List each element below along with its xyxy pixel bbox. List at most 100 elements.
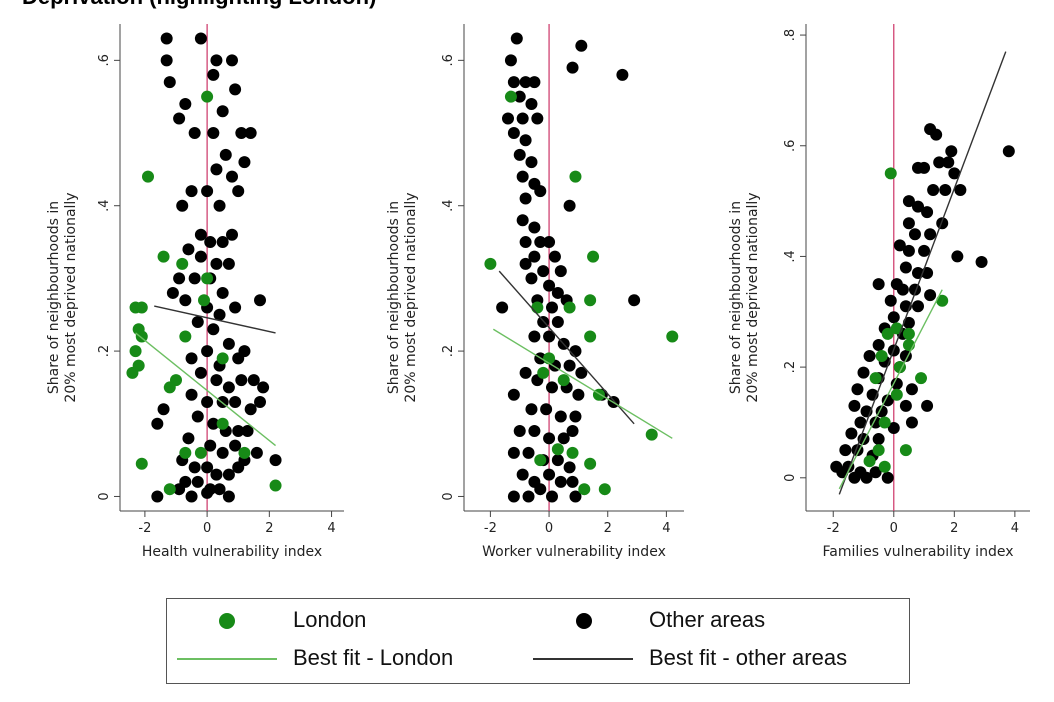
families-other-point bbox=[918, 244, 931, 257]
health-x-tick-label: 0 bbox=[203, 521, 211, 536]
health-other-point bbox=[235, 374, 248, 387]
worker-other-point bbox=[516, 468, 529, 481]
worker-london-point bbox=[531, 301, 544, 314]
worker-other-point bbox=[516, 170, 529, 183]
health-other-point bbox=[194, 228, 207, 241]
health-other-point bbox=[247, 374, 260, 387]
health-other-point bbox=[173, 272, 186, 285]
health-other-point bbox=[207, 417, 220, 430]
worker-other-point bbox=[513, 425, 526, 438]
worker-other-point bbox=[507, 127, 520, 140]
worker-x-tick-label: 2 bbox=[604, 521, 612, 536]
families-y-tick-label: .4 bbox=[783, 250, 798, 262]
health-london-point bbox=[135, 457, 148, 470]
families-y-axis-title-line: Share of neighbourhoods in bbox=[728, 201, 744, 394]
health-other-point bbox=[201, 461, 214, 474]
families-y-tick-label: .2 bbox=[783, 361, 798, 373]
health-other-point bbox=[229, 439, 242, 452]
families-other-point bbox=[881, 471, 894, 484]
families-other-point bbox=[936, 217, 949, 230]
worker-london-point bbox=[566, 446, 579, 459]
worker-other-point bbox=[528, 76, 541, 89]
families-other-point bbox=[902, 244, 915, 257]
families-other-point bbox=[854, 416, 867, 429]
health-other-point bbox=[254, 395, 266, 408]
health-y-axis-title-line: Share of neighbourhoods in bbox=[46, 201, 62, 394]
health-other-point bbox=[222, 337, 235, 350]
legend: London Other areas Best fit - London Bes… bbox=[166, 598, 910, 684]
health-other-point bbox=[173, 112, 186, 125]
health-london-point bbox=[194, 446, 207, 459]
health-other-point bbox=[179, 294, 192, 307]
worker-other-point bbox=[525, 156, 538, 169]
health-other-point bbox=[226, 170, 238, 183]
health-other-point bbox=[201, 345, 214, 358]
health-other-point bbox=[222, 490, 235, 503]
worker-other-point bbox=[528, 425, 541, 438]
worker-other-point bbox=[507, 490, 520, 503]
panel-health: -2 0 2 4 0 .2 .4 .6 Health vulnerability index Sh… bbox=[46, 24, 344, 560]
health-y-tick-label: .2 bbox=[97, 345, 112, 357]
families-other-point bbox=[921, 399, 934, 412]
health-other-point bbox=[160, 54, 173, 67]
health-other-point bbox=[188, 461, 201, 474]
families-other-point bbox=[836, 466, 849, 479]
health-other-point bbox=[207, 127, 220, 140]
families-other-point bbox=[942, 156, 955, 169]
legend-symbols bbox=[177, 613, 633, 660]
health-london-point bbox=[132, 359, 145, 372]
worker-other-point bbox=[569, 410, 582, 423]
health-other-point bbox=[244, 403, 257, 416]
worker-y-axis-title-line: Share of neighbourhoods in bbox=[386, 201, 402, 394]
families-other-point bbox=[872, 338, 885, 351]
families-other-point bbox=[869, 466, 882, 479]
worker-other-point bbox=[525, 97, 538, 110]
worker-other-point bbox=[537, 265, 550, 278]
families-other-point bbox=[890, 377, 903, 390]
families-other-point bbox=[954, 184, 967, 197]
worker-other-point bbox=[507, 76, 520, 89]
health-other-point bbox=[216, 286, 229, 299]
families-other-point bbox=[851, 383, 864, 396]
worker-other-point bbox=[546, 490, 558, 503]
families-other-point bbox=[899, 399, 912, 412]
panel-families: -2 0 2 4 0 .2 .4 .6 .8 Families vulnerability ind… bbox=[728, 24, 1030, 560]
families-other-fit-line bbox=[838, 51, 1007, 495]
health-other-point bbox=[216, 446, 229, 459]
worker-london-point bbox=[557, 374, 570, 387]
health-london-point bbox=[238, 446, 251, 459]
health-london-point bbox=[201, 90, 214, 103]
families-other-point bbox=[912, 200, 924, 213]
families-x-tick-label: 2 bbox=[950, 521, 958, 536]
health-other-point bbox=[179, 97, 192, 110]
worker-london-point bbox=[563, 301, 576, 314]
worker-other-point bbox=[519, 76, 532, 89]
worker-other-point bbox=[510, 32, 523, 45]
families-london-fit-line bbox=[838, 289, 943, 490]
health-x-tick-label: -2 bbox=[138, 521, 151, 536]
families-y-tick-label: 0 bbox=[783, 474, 798, 482]
worker-other-point bbox=[525, 403, 538, 416]
worker-y-tick-label: .2 bbox=[441, 345, 456, 357]
worker-other-point bbox=[519, 236, 532, 249]
worker-other-point bbox=[575, 366, 588, 379]
worker-other-point bbox=[528, 250, 541, 263]
health-other-point bbox=[250, 446, 263, 459]
health-y-axis-title-line: 20% most deprived nationally bbox=[63, 192, 79, 402]
families-other-point bbox=[884, 294, 897, 307]
health-other-point bbox=[226, 54, 238, 67]
health-x-tick-label: 2 bbox=[265, 521, 273, 536]
worker-other-point bbox=[566, 61, 579, 74]
health-other-point bbox=[151, 490, 164, 503]
health-other-point bbox=[269, 454, 282, 467]
worker-other-point bbox=[557, 432, 570, 445]
health-london-point bbox=[129, 345, 142, 358]
families-other-point bbox=[921, 206, 934, 219]
health-other-point bbox=[254, 294, 266, 307]
legend-london-fit-label: Best fit - London bbox=[293, 645, 454, 670]
families-other-point bbox=[924, 228, 937, 241]
worker-london-point bbox=[584, 457, 597, 470]
families-y-axis-title: Share of neighbourhoods in20% most depri… bbox=[728, 192, 761, 402]
health-y-tick-label: 0 bbox=[97, 492, 112, 500]
families-y-tick-label: .6 bbox=[783, 140, 798, 152]
